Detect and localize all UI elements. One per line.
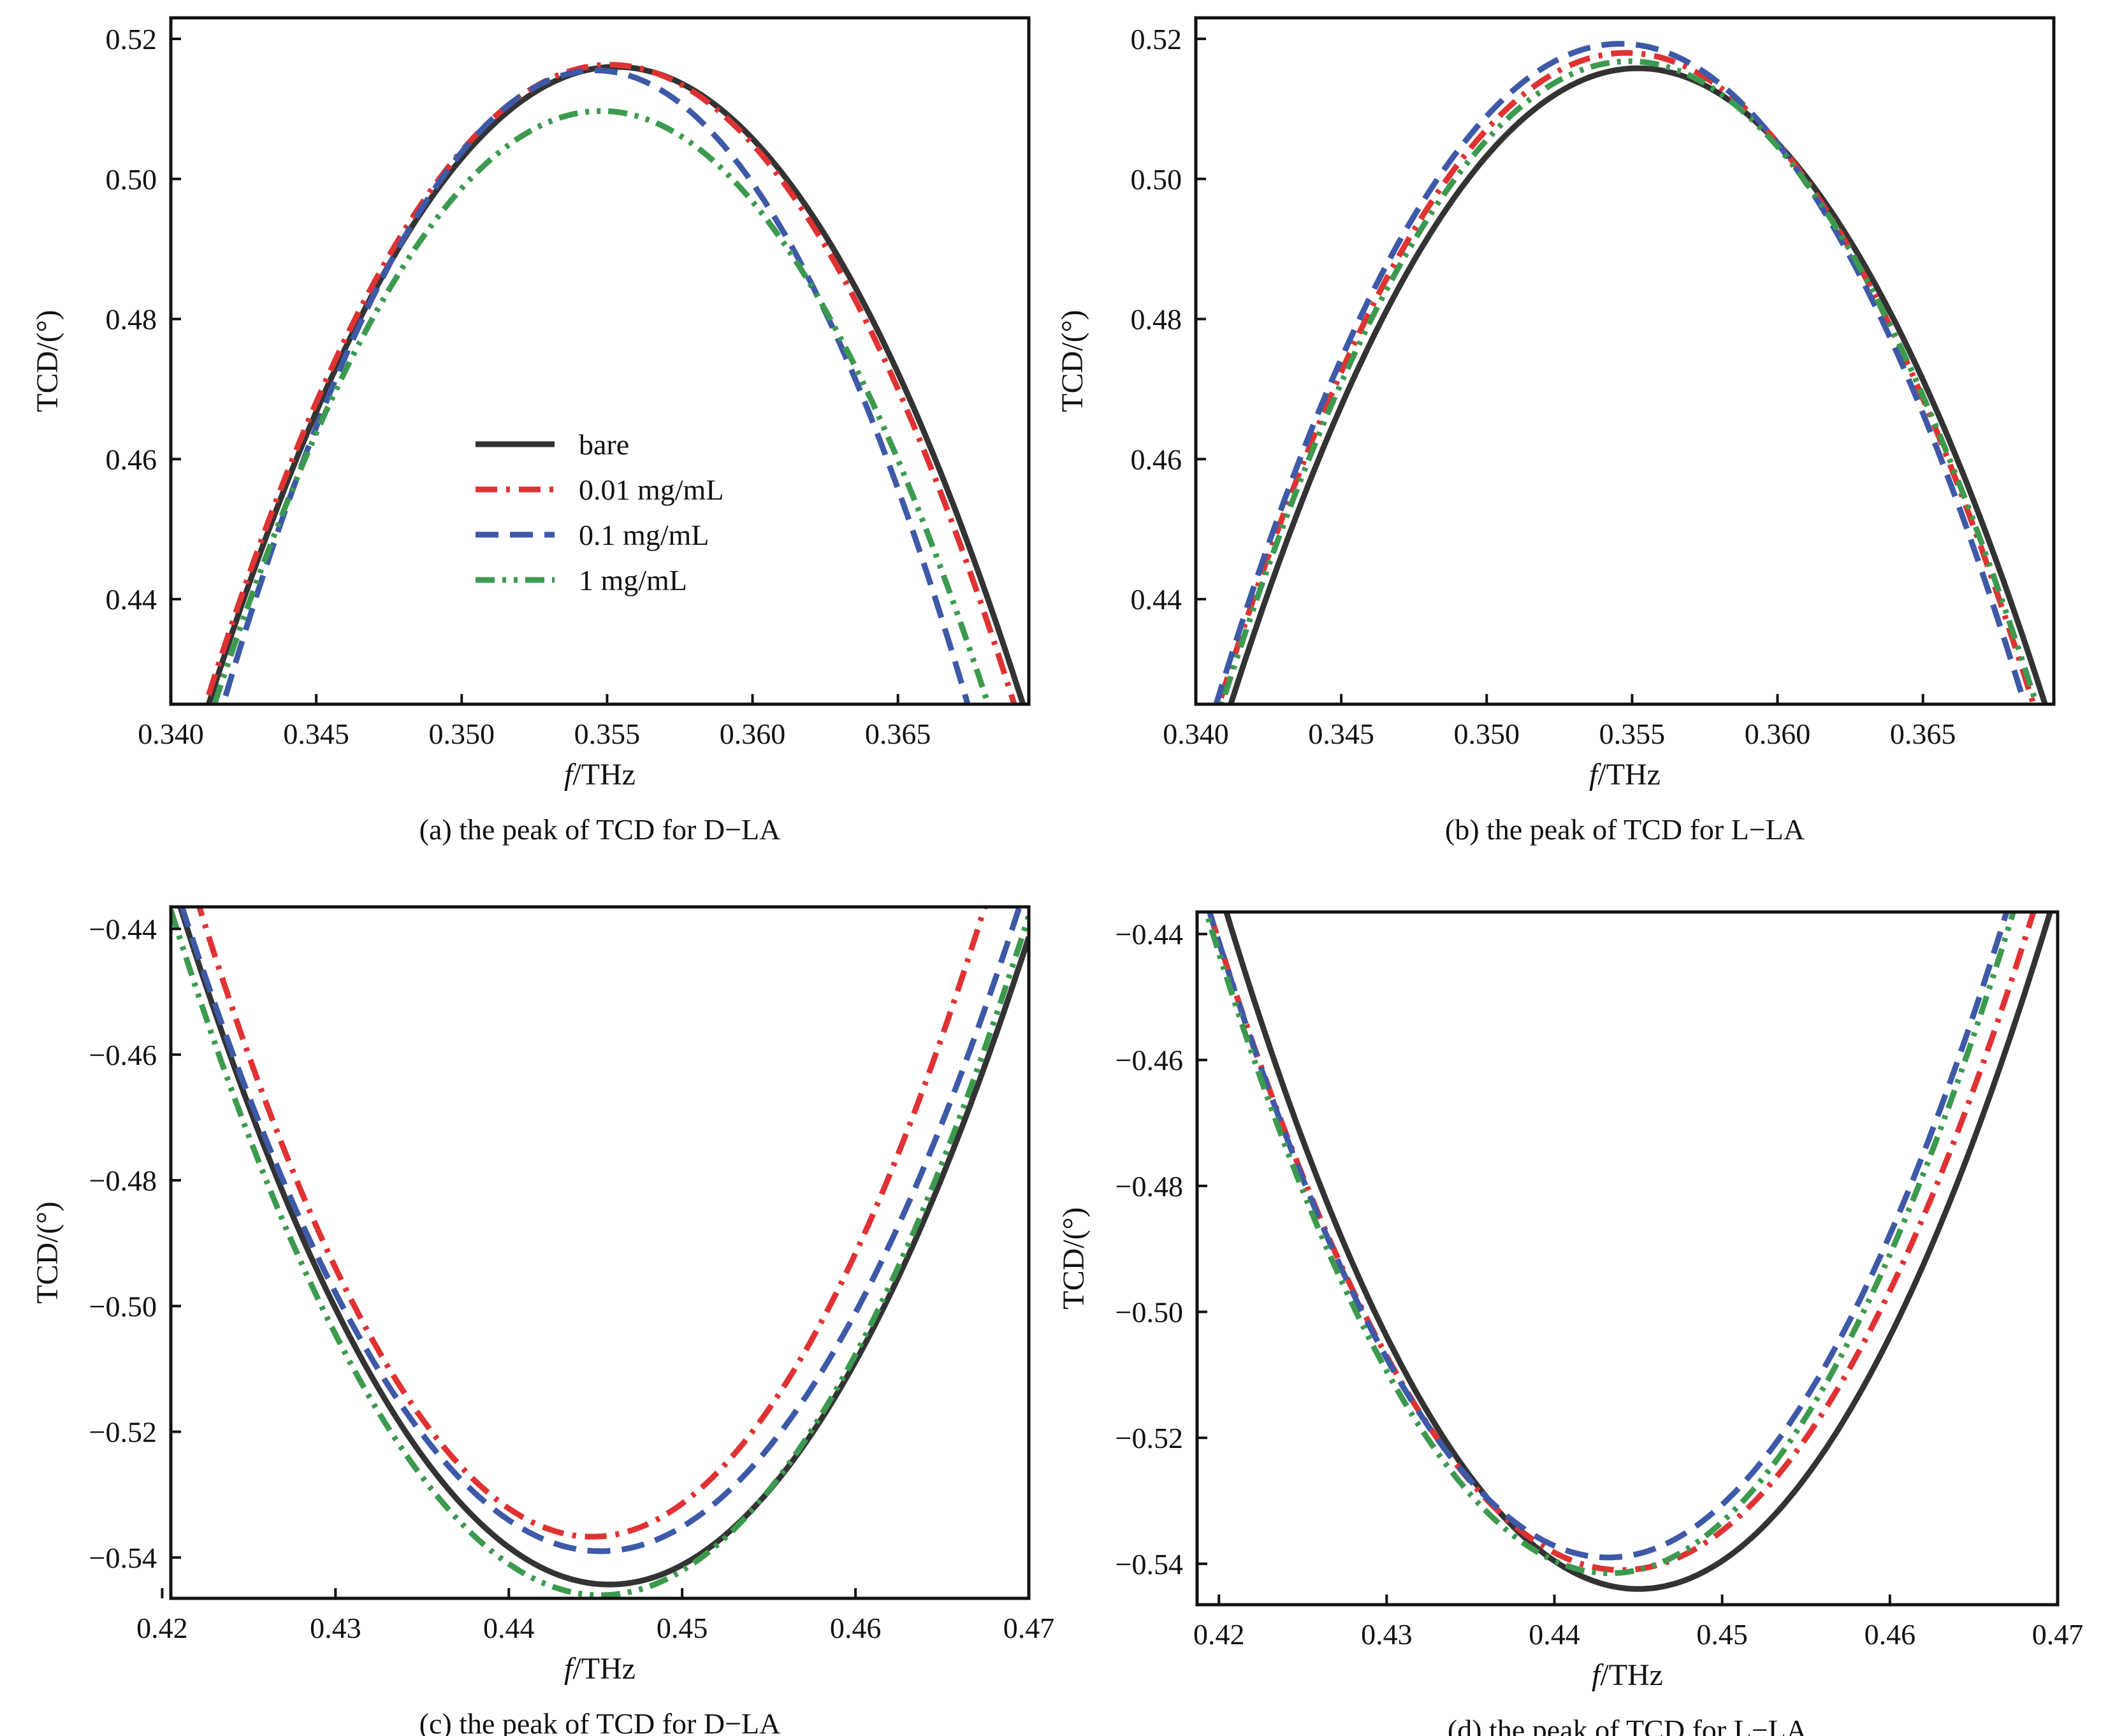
panel-caption: (b) the peak of TCD for L−LA [1445, 813, 1805, 846]
series-line-bare [1228, 65, 2049, 704]
x-axis-label: f/THz [564, 1652, 636, 1686]
y-axis-label: TCD/(°) [1056, 310, 1089, 412]
series-line-0-1-mg-ml [1213, 41, 2028, 704]
y-tick-label: −0.46 [1116, 1044, 1183, 1076]
x-tick-label: 0.360 [1745, 718, 1811, 750]
y-tick-label: −0.54 [89, 1542, 157, 1574]
y-tick-label: 0.44 [106, 583, 157, 616]
x-tick-label: 0.47 [2032, 1618, 2084, 1651]
x-tick-label: 0.46 [1864, 1618, 1916, 1651]
panel-caption: (d) the peak of TCD for L−LA [1448, 1714, 1807, 1736]
y-tick-label: 0.48 [1131, 303, 1182, 336]
y-tick-label: −0.48 [89, 1164, 157, 1197]
y-axis-label: TCD/(°) [31, 310, 64, 412]
x-tick-label: 0.42 [1193, 1618, 1245, 1651]
legend-label-0-01-mg-ml: 0.01 mg/mL [579, 474, 723, 506]
plot-frame [169, 16, 1031, 706]
y-tick-label: −0.54 [1116, 1548, 1183, 1580]
series-line-0-01-mg-ml [1206, 912, 2037, 1573]
legend-label-1-mg-ml: 1 mg/mL [579, 564, 687, 597]
series-line-1-mg-ml [171, 909, 1029, 1598]
series-line-bare [177, 907, 1029, 1588]
x-tick-label: 0.345 [283, 718, 349, 750]
x-tick-label: 0.45 [1696, 1618, 1748, 1651]
y-tick-label: 0.48 [106, 303, 157, 336]
series-line-1-mg-ml [1219, 58, 2040, 704]
legend: bare 0.01 mg/mL 0.1 mg/mL 1 mg/mL [476, 428, 723, 597]
panel-1: 0.340 0.345 0.350 0.355 0.360 0.365 0.44 0.46 0.… [31, 16, 1031, 846]
plot-frame [1195, 910, 2060, 1607]
series-line-0-01-mg-ml [196, 907, 988, 1540]
x-axis-label: f/THz [564, 758, 636, 792]
x-tick-label: 0.340 [1163, 718, 1229, 750]
series-line-0-01-mg-ml [1216, 50, 2037, 704]
panel-3: 0.42 0.43 0.44 0.45 0.46 0.47 −0.44 −0.46 −0.48 −… [31, 905, 1055, 1736]
plot-frame [1194, 16, 2056, 706]
y-tick-label: −0.52 [89, 1416, 157, 1449]
y-tick-label: 0.50 [106, 163, 157, 196]
y-tick-label: −0.50 [89, 1290, 157, 1322]
legend-label-bare: bare [579, 428, 629, 461]
x-axis-label: f/THz [1589, 758, 1661, 792]
series-line-1-mg-ml [1203, 912, 2017, 1577]
x-tick-label: 0.345 [1308, 718, 1374, 750]
y-tick-label: −0.46 [89, 1039, 157, 1071]
x-tick-label: 0.350 [1454, 718, 1520, 750]
x-tick-label: 0.355 [1599, 718, 1666, 750]
x-tick-label: 0.43 [1361, 1618, 1413, 1651]
series-line-0-1-mg-ml [1206, 912, 2010, 1561]
x-tick-label: 0.350 [429, 718, 495, 750]
x-axis-label: f/THz [1592, 1658, 1663, 1692]
y-axis-label: TCD/(°) [1057, 1207, 1091, 1310]
series-line-0-1-mg-ml [178, 907, 1023, 1554]
x-tick-label: 0.365 [865, 718, 931, 750]
x-tick-label: 0.47 [1003, 1612, 1055, 1644]
y-tick-label: −0.50 [1116, 1296, 1183, 1328]
legend-label-0-1-mg-ml: 0.1 mg/mL [579, 519, 709, 551]
x-tick-label: 0.46 [830, 1612, 882, 1644]
x-tick-label: 0.43 [310, 1612, 361, 1644]
y-tick-label: −0.44 [89, 913, 157, 946]
y-tick-label: −0.44 [1116, 918, 1183, 951]
x-tick-label: 0.44 [1529, 1618, 1580, 1651]
y-axis-label: TCD/(°) [31, 1201, 64, 1304]
x-tick-label: 0.340 [138, 718, 204, 750]
panel-4: 0.42 0.43 0.44 0.45 0.46 0.47 −0.44 −0.46 −0.48 −… [1057, 910, 2084, 1736]
series-line-bare [1223, 912, 2054, 1592]
plot-frame [169, 905, 1031, 1600]
panel-caption: (c) the peak of TCD for D−LA [419, 1707, 781, 1736]
x-tick-label: 0.360 [720, 718, 786, 750]
y-tick-label: 0.46 [1131, 443, 1182, 475]
y-tick-label: 0.44 [1131, 583, 1182, 616]
series-line-1-mg-ml [211, 108, 991, 704]
panel-caption: (a) the peak of TCD for D−LA [419, 813, 781, 846]
y-tick-label: 0.52 [106, 23, 157, 55]
x-tick-label: 0.365 [1890, 718, 1956, 750]
x-tick-label: 0.44 [483, 1612, 535, 1644]
series-line-0-01-mg-ml [203, 62, 1017, 704]
x-tick-label: 0.45 [657, 1612, 708, 1644]
panel-2: 0.340 0.345 0.350 0.355 0.360 0.365 0.44 0.46 0.… [1056, 16, 2056, 846]
y-tick-label: 0.50 [1131, 163, 1182, 196]
x-tick-label: 0.42 [136, 1612, 188, 1644]
x-tick-label: 0.355 [574, 718, 641, 750]
y-tick-label: 0.46 [106, 443, 157, 475]
y-tick-label: −0.48 [1116, 1170, 1183, 1203]
y-tick-label: 0.52 [1131, 23, 1182, 55]
y-tick-label: −0.52 [1116, 1422, 1183, 1454]
